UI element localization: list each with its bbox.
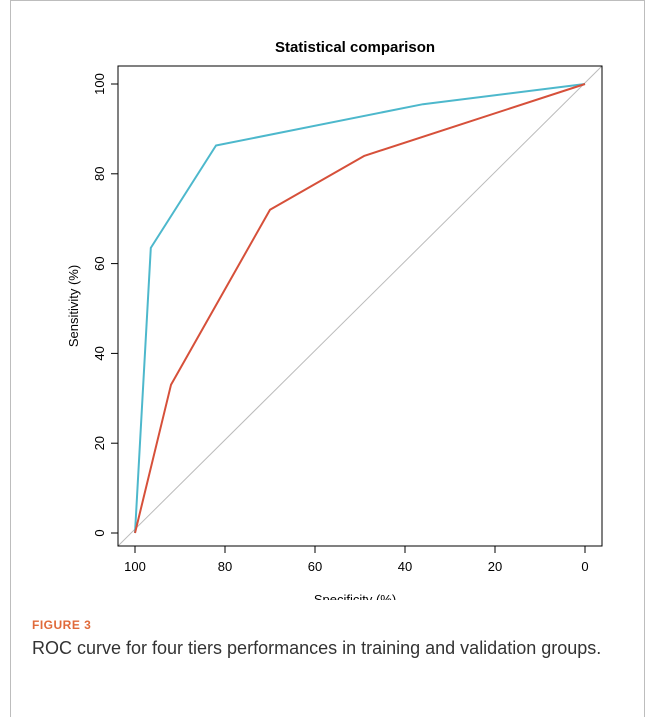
x-tick-label: 20 <box>488 559 502 574</box>
y-tick-label: 20 <box>92 436 107 450</box>
y-tick-label: 80 <box>92 167 107 181</box>
x-tick-label: 80 <box>218 559 232 574</box>
roc-chart: Statistical comparison 100 80 60 40 20 0 0 20 40… <box>66 39 603 600</box>
x-tick-label: 0 <box>581 559 588 574</box>
roc-series-line-1 <box>134 83 586 534</box>
figure-label: FIGURE 3 <box>32 618 92 632</box>
chart-title: Statistical comparison <box>275 39 435 56</box>
x-tick-label: 100 <box>124 559 146 574</box>
plot-area: 100 80 60 40 20 0 0 20 40 60 80 100 <box>92 65 603 574</box>
y-tick-label: 60 <box>92 256 107 270</box>
y-tick-label: 100 <box>92 73 107 95</box>
y-tick-label: 40 <box>92 346 107 360</box>
y-tick-label: 0 <box>92 529 107 536</box>
x-axis-label: Specificity (%) <box>314 592 396 600</box>
figure-caption: ROC curve for four tiers performances in… <box>32 638 602 658</box>
x-tick-label: 40 <box>398 559 412 574</box>
x-tick-label: 60 <box>308 559 322 574</box>
figure-frame <box>10 0 645 717</box>
y-axis-label: Sensitivity (%) <box>66 265 81 347</box>
roc-series-line-2 <box>134 83 586 534</box>
diagonal-reference-line <box>117 65 603 547</box>
